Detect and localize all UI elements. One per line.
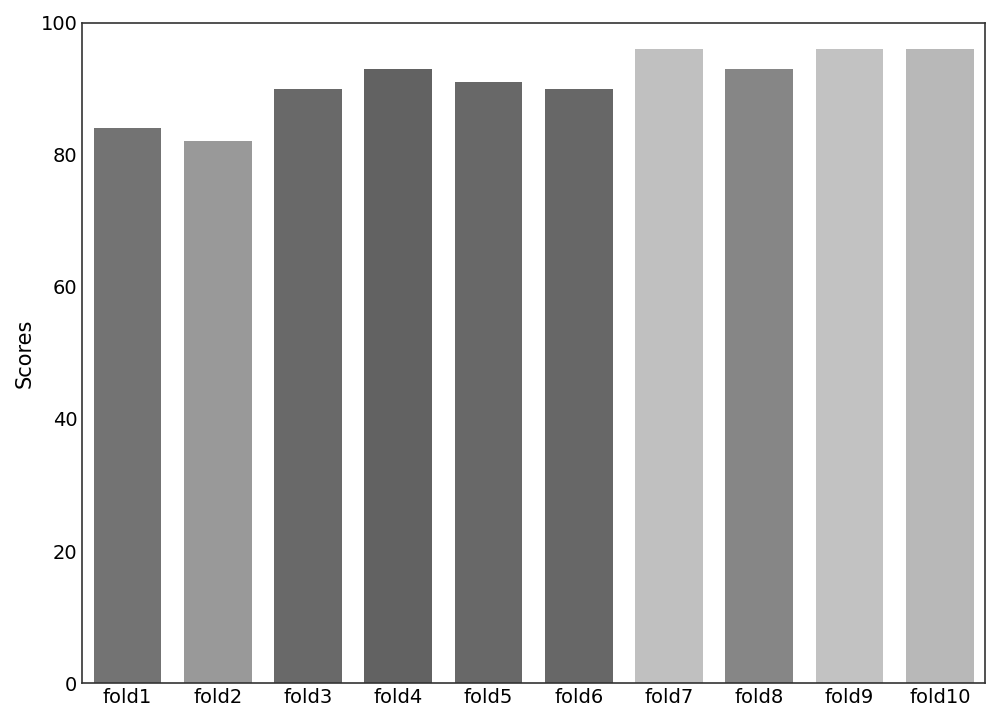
Bar [816, 49, 883, 683]
Bar [545, 89, 613, 683]
Bar [274, 89, 342, 683]
Y-axis label: Scores: Scores [15, 318, 35, 388]
Bar [906, 49, 974, 683]
Bar [184, 142, 252, 683]
Bar [635, 49, 703, 683]
Bar [364, 69, 432, 683]
Bar [725, 69, 793, 683]
Bar [455, 82, 522, 683]
Bar [94, 129, 161, 683]
